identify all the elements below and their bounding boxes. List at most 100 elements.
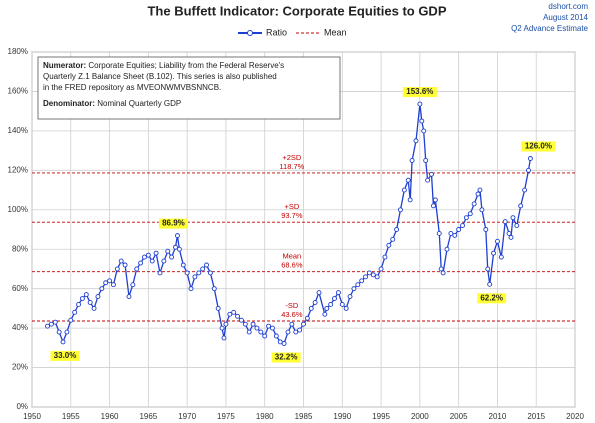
data-point [432,197,438,203]
data-point [221,335,227,341]
data-point [110,282,116,288]
data-point [76,301,81,307]
y-tick-label: 160% [8,87,28,96]
data-point [211,286,217,292]
x-tick-label: 1975 [217,412,235,421]
data-point [398,207,403,213]
data-point [142,254,147,260]
data-point [297,327,303,333]
reference-name: +SD [284,202,299,211]
data-point [134,266,140,272]
data-point [440,270,446,276]
data-point [316,290,322,296]
data-point [192,274,198,280]
data-point [235,313,241,319]
legend-marker [247,30,253,36]
data-point [103,280,109,286]
data-point [258,329,264,335]
data-point [184,270,190,276]
x-tick-label: 1955 [62,412,80,421]
x-tick-label: 1980 [256,412,274,421]
data-point [273,333,279,339]
data-point [153,250,159,256]
y-tick-label: 20% [12,363,28,372]
data-point [130,282,136,288]
data-point [207,270,213,276]
data-point [174,233,180,239]
y-tick-label: 180% [8,47,28,56]
data-point [254,325,260,331]
legend-label: Mean [324,27,347,37]
data-point [169,254,175,260]
data-point [463,215,469,221]
x-tick-label: 2000 [411,412,429,421]
data-point [308,305,314,311]
data-point [48,321,54,327]
annotation-box [50,350,80,361]
data-point [87,300,93,305]
x-tick-label: 1990 [333,412,351,421]
reference-name: Mean [282,252,301,261]
data-point [227,311,233,317]
source: August 2014 [543,13,588,22]
x-tick-label: 1995 [372,412,390,421]
data-point [401,187,407,193]
data-point [122,262,128,268]
data-point [246,329,252,335]
data-point [277,339,283,345]
data-point [448,230,454,236]
annotation-label: 33.0% [54,351,77,360]
data-point [370,272,376,278]
data-point [386,242,392,248]
data-point [374,274,380,280]
data-point [72,309,78,315]
data-point [409,158,415,163]
data-point [173,244,178,250]
note-text: Nominal Quarterly GDP [95,99,181,108]
data-point [99,286,105,292]
y-tick-label: 120% [8,165,28,174]
data-point [526,167,531,173]
note-label: Denominator: [43,99,95,108]
data-point [429,171,434,177]
data-point [419,118,425,124]
data-point [502,219,508,225]
data-point [196,270,202,276]
data-point [242,321,248,327]
data-point [91,305,97,311]
data-point [417,101,423,107]
data-point [266,323,272,329]
data-point [56,329,62,335]
data-point [378,266,384,272]
data-point [289,321,295,327]
note-line: Numerator: Corporate Equities; Liability… [43,61,284,70]
data-point [107,278,113,284]
annotation-box [402,87,437,98]
data-point [64,329,70,335]
x-tick-label: 1970 [178,412,196,421]
data-point [165,248,171,254]
data-point [328,301,334,307]
legend: Ratio Mean [238,27,347,37]
data-point [83,292,89,298]
data-point [281,341,287,346]
data-point [522,187,528,193]
annotation-label: 62.2% [480,293,503,302]
data-point [304,315,310,321]
data-point [324,305,330,311]
data-point [204,262,209,268]
note-text: in the FRED repository as MVEONWMVBSNNCB… [43,83,221,92]
data-point [456,227,462,232]
note-line: Quarterly Z.1 Balance Sheet (B.102). Thi… [43,72,277,81]
x-tick-label: 1960 [101,412,119,421]
note-line: Denominator: Nominal Quarterly GDP [43,99,181,108]
annotation-box [271,352,301,363]
data-point [145,252,151,258]
annotation-box [521,141,556,152]
data-point [293,329,299,335]
x-tick-label: 2005 [450,412,468,421]
data-point [95,294,101,300]
source: Q2 Advance Estimate [511,24,588,33]
data-point [200,266,206,272]
